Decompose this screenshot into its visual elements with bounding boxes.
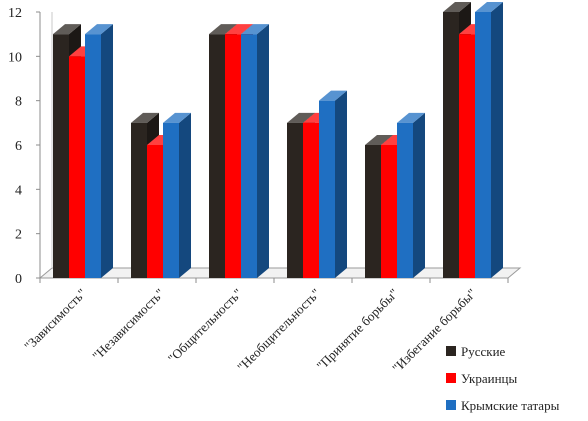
bar-side bbox=[491, 2, 503, 278]
bar-top bbox=[85, 24, 113, 35]
y-tick-label: 6 bbox=[15, 139, 22, 154]
bar-top bbox=[241, 24, 269, 35]
bar-side bbox=[335, 90, 347, 279]
y-tick-label: 10 bbox=[8, 50, 22, 65]
bar-top bbox=[319, 90, 347, 101]
bar bbox=[319, 90, 347, 279]
legend-label: Русские bbox=[461, 344, 506, 359]
bar-front bbox=[381, 145, 397, 278]
legend-swatch bbox=[446, 373, 456, 383]
bar bbox=[475, 2, 503, 278]
y-tick-label: 8 bbox=[15, 95, 22, 110]
bar-front bbox=[397, 122, 413, 278]
x-tick-label: "Общительность" bbox=[165, 286, 245, 366]
y-tick-label: 2 bbox=[15, 228, 22, 243]
x-tick-label: "Избегание борьбы" bbox=[389, 286, 479, 376]
legend-item: Крымские татары bbox=[446, 398, 560, 413]
bar-front bbox=[163, 122, 179, 278]
legend-label: Крымские татары bbox=[461, 398, 560, 413]
legend-swatch bbox=[446, 346, 456, 356]
bar-top bbox=[209, 24, 237, 35]
bar-front bbox=[459, 34, 475, 278]
bar-front bbox=[209, 34, 225, 278]
bar-top bbox=[287, 112, 315, 123]
bar-top bbox=[131, 112, 159, 123]
bar-front bbox=[147, 145, 163, 278]
x-tick-label: "Зависимость" bbox=[21, 286, 89, 354]
legend-item: Украинцы bbox=[446, 371, 518, 386]
y-axis-ticks: 0 2 4 6 8 10 12 bbox=[8, 6, 40, 287]
bar-top bbox=[397, 112, 425, 123]
bar-side bbox=[101, 24, 113, 278]
bar-front bbox=[241, 34, 257, 278]
legend-label: Украинцы bbox=[461, 371, 518, 386]
bar-front bbox=[319, 100, 335, 279]
bar-side bbox=[413, 112, 425, 278]
bar bbox=[163, 112, 191, 278]
legend: Русские Украинцы Крымские татары bbox=[446, 344, 560, 413]
bar-front bbox=[475, 12, 491, 278]
x-axis-labels: "Зависимость" "Независимость""Общительнос… bbox=[21, 286, 479, 376]
bar-front bbox=[303, 122, 319, 278]
bars bbox=[53, 2, 503, 279]
bar bbox=[241, 24, 269, 278]
bar-front bbox=[85, 34, 101, 278]
bar bbox=[85, 24, 113, 278]
legend-item: Русские bbox=[446, 344, 506, 359]
bar-top bbox=[163, 112, 191, 123]
x-tick-label: "Необщительность" bbox=[234, 286, 323, 375]
bar-front bbox=[69, 56, 85, 279]
y-tick-label: 12 bbox=[8, 6, 22, 21]
bar-front bbox=[131, 122, 147, 278]
bar-top bbox=[365, 135, 393, 145]
bar-side bbox=[257, 24, 269, 278]
bar bbox=[397, 112, 425, 278]
bar-top bbox=[443, 2, 471, 12]
bar-side bbox=[179, 112, 191, 278]
bar-front bbox=[365, 145, 381, 278]
bar-top bbox=[475, 2, 503, 12]
y-tick-label: 0 bbox=[15, 272, 22, 287]
bar-front bbox=[53, 34, 69, 278]
bar-front bbox=[287, 122, 303, 278]
bar-top bbox=[225, 24, 253, 35]
bar-top bbox=[53, 24, 81, 35]
y-tick-label: 4 bbox=[15, 183, 22, 198]
legend-swatch bbox=[446, 400, 456, 410]
x-tick-label: "Принятие борьбы" bbox=[313, 286, 401, 374]
bar-front bbox=[225, 34, 241, 278]
bar-front bbox=[443, 12, 459, 278]
x-tick-label: "Независимость" bbox=[89, 286, 167, 364]
